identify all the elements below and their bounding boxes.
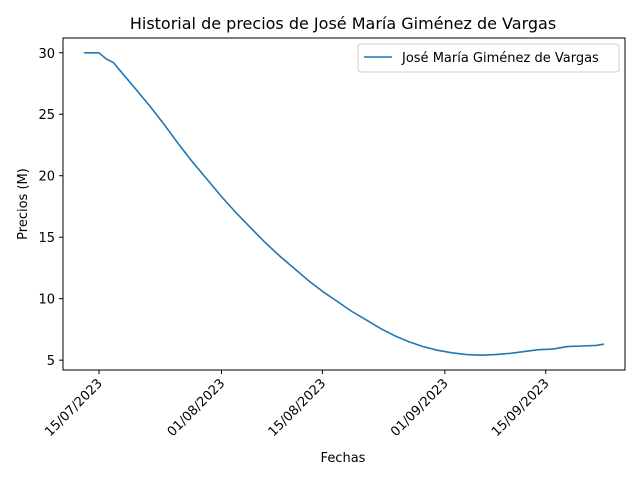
y-tick-label: 10 [38, 293, 55, 308]
chart-title: Historial de precios de José María Gimén… [130, 14, 556, 33]
legend-box [357, 43, 620, 73]
plot-area [62, 37, 626, 371]
y-axis: 5 10 15 20 25 30 [38, 47, 63, 369]
y-tick-label: 25 [38, 108, 55, 123]
y-tick-label: 5 [47, 354, 55, 369]
x-tick-label: 15/07/2023 [42, 376, 106, 440]
x-tick-label: 15/09/2023 [489, 376, 553, 440]
x-tick-label: 01/08/2023 [165, 376, 229, 440]
x-axis-label: Fechas [321, 451, 366, 466]
y-axis-label: Precios (M) [16, 168, 31, 240]
y-tick-label: 20 [38, 170, 55, 185]
series-line [83, 51, 605, 357]
x-tick-label: 15/08/2023 [266, 376, 330, 440]
x-axis: 15/07/2023 01/08/2023 15/08/2023 01/09/2023… [42, 370, 553, 440]
y-tick-label: 15 [38, 231, 55, 246]
x-tick-label: 01/09/2023 [388, 376, 452, 440]
legend: José María Giménez de Vargas [357, 43, 620, 73]
legend-label: José María Giménez de Vargas [401, 51, 599, 66]
y-tick-label: 30 [38, 47, 55, 62]
